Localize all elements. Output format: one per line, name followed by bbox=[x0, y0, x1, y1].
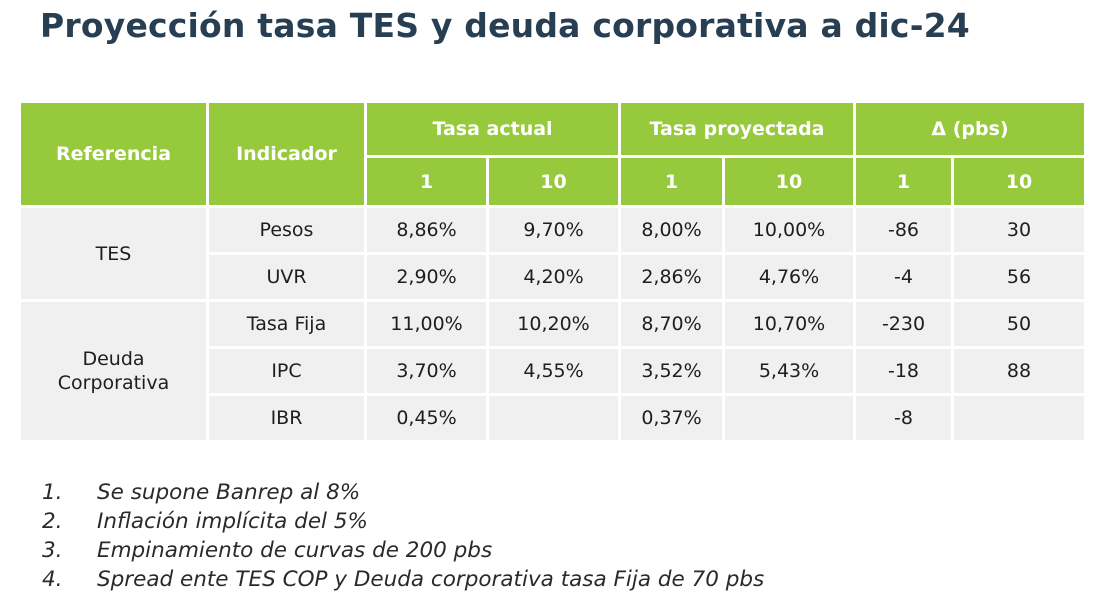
tasa-proyectada-10-cell: 4,76% bbox=[722, 252, 857, 302]
delta-1-cell: -8 bbox=[853, 393, 955, 443]
table-row: Deuda Corporativa Tasa Fija 11,00% 10,20… bbox=[18, 299, 1088, 443]
delta-10-cell: 56 bbox=[951, 252, 1088, 302]
header-delta-pbs: Δ (pbs) bbox=[853, 100, 1088, 158]
subheader-tasa-actual-10: 10 bbox=[485, 155, 622, 208]
tasa-actual-10-cell bbox=[485, 393, 622, 443]
tasa-actual-1-cell: 3,70% bbox=[364, 346, 489, 396]
delta-10-cell: 30 bbox=[951, 205, 1088, 255]
tasa-proyectada-1-cell: 2,86% bbox=[618, 252, 726, 302]
header-tasa-proyectada: Tasa proyectada bbox=[618, 100, 857, 158]
footnote-number: 3. bbox=[42, 538, 63, 563]
indicador-cell: Pesos bbox=[206, 205, 367, 255]
footnote-item: 2. Inflación implícita del 5% bbox=[42, 507, 764, 536]
tasa-actual-1-cell: 2,90% bbox=[364, 252, 489, 302]
delta-10-cell: 50 bbox=[951, 299, 1088, 349]
indicador-cell: IBR bbox=[206, 393, 367, 443]
footnote-item: 1. Se supone Banrep al 8% bbox=[42, 478, 764, 507]
tasa-actual-10-cell: 4,20% bbox=[485, 252, 622, 302]
page-title: Proyección tasa TES y deuda corporativa … bbox=[40, 6, 970, 45]
subheader-tasa-proyectada-10: 10 bbox=[722, 155, 857, 208]
referencia-line-1: Deuda bbox=[82, 348, 145, 370]
tasa-actual-1-cell: 0,45% bbox=[364, 393, 489, 443]
delta-1-cell: -4 bbox=[853, 252, 955, 302]
indicador-cell: Tasa Fija bbox=[206, 299, 367, 349]
delta-10-cell bbox=[951, 393, 1088, 443]
footnote-text: Empinamiento de curvas de 200 pbs bbox=[97, 538, 493, 563]
delta-1-cell: -86 bbox=[853, 205, 955, 255]
delta-1-cell: -230 bbox=[853, 299, 955, 349]
tasa-proyectada-1-cell: 8,00% bbox=[618, 205, 726, 255]
tasa-proyectada-10-cell: 5,43% bbox=[722, 346, 857, 396]
subheader-delta-1: 1 bbox=[853, 155, 955, 208]
indicador-cell: IPC bbox=[206, 346, 367, 396]
subheader-delta-10: 10 bbox=[951, 155, 1088, 208]
referencia-deuda-corporativa: Deuda Corporativa bbox=[18, 299, 209, 443]
tasa-proyectada-1-cell: 0,37% bbox=[618, 393, 726, 443]
subheader-tasa-actual-1: 1 bbox=[364, 155, 489, 208]
tasa-proyectada-1-cell: 8,70% bbox=[618, 299, 726, 349]
footnote-item: 4. Spread ente TES COP y Deuda corporativ… bbox=[42, 565, 764, 594]
table-row: UVR 2,90% 4,20% 2,86% 4,76% -4 56 bbox=[20, 252, 1088, 302]
header-referencia: Referencia bbox=[18, 100, 209, 208]
footnotes-list: 1. Se supone Banrep al 8% 2. Inflación imp… bbox=[42, 478, 764, 594]
table-body: TES Pesos 8,86% 9,70% 8,00% 10,00% -86 3… bbox=[18, 205, 1088, 443]
footnote-text: Inflación implícita del 5% bbox=[97, 509, 368, 534]
footnote-number: 1. bbox=[42, 480, 63, 505]
tasa-actual-1-cell: 11,00% bbox=[364, 299, 489, 349]
tasa-proyectada-10-cell bbox=[722, 393, 857, 443]
tasa-actual-10-cell: 10,20% bbox=[485, 299, 622, 349]
referencia-line-2: Corporativa bbox=[57, 372, 170, 394]
tasa-proyectada-10-cell: 10,70% bbox=[722, 299, 857, 349]
header-indicador: Indicador bbox=[206, 100, 367, 208]
projection-table: Referencia Indicador Tasa actual Tasa pr… bbox=[18, 100, 1088, 443]
footnote-text: Spread ente TES COP y Deuda corporativa … bbox=[97, 567, 765, 592]
table-row: IPC 3,70% 4,55% 3,52% 5,43% -18 88 bbox=[20, 346, 1088, 396]
subheader-tasa-proyectada-1: 1 bbox=[618, 155, 726, 208]
footnote-text: Se supone Banrep al 8% bbox=[97, 480, 361, 505]
tasa-proyectada-1-cell: 3,52% bbox=[618, 346, 726, 396]
tasa-actual-10-cell: 4,55% bbox=[485, 346, 622, 396]
delta-10-cell: 88 bbox=[951, 346, 1088, 396]
tasa-actual-10-cell: 9,70% bbox=[485, 205, 622, 255]
header-tasa-actual: Tasa actual bbox=[363, 100, 622, 158]
indicador-cell: UVR bbox=[206, 252, 367, 302]
table-row: TES Pesos 8,86% 9,70% 8,00% 10,00% -86 3… bbox=[18, 205, 1088, 302]
table-header: Referencia Indicador Tasa actual Tasa pr… bbox=[18, 100, 1088, 208]
footnote-item: 3. Empinamiento de curvas de 200 pbs bbox=[42, 536, 764, 565]
tasa-proyectada-10-cell: 10,00% bbox=[722, 205, 857, 255]
tasa-actual-1-cell: 8,86% bbox=[364, 205, 489, 255]
table-row: IBR 0,45% 0,37% -8 bbox=[20, 393, 1088, 443]
footnote-number: 4. bbox=[42, 567, 63, 592]
footnote-number: 2. bbox=[42, 509, 63, 534]
delta-1-cell: -18 bbox=[853, 346, 955, 396]
referencia-tes: TES bbox=[18, 205, 209, 302]
